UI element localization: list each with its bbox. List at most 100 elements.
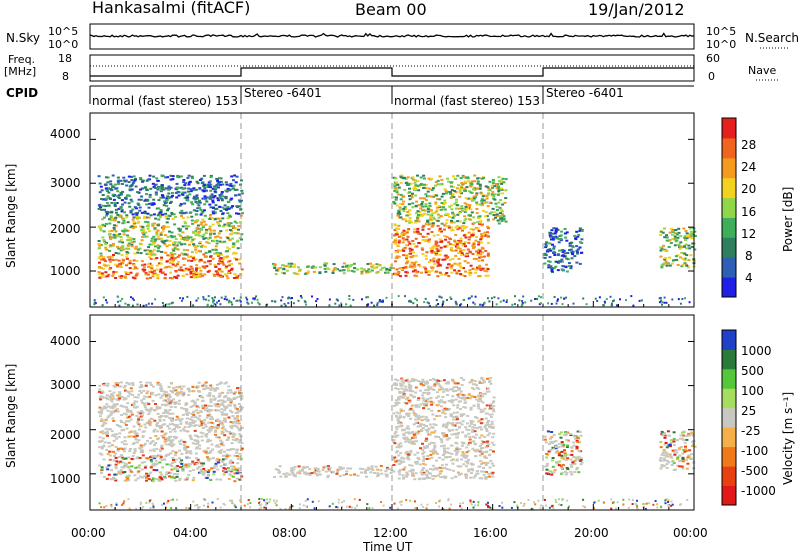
range-cell xyxy=(102,257,106,260)
range-cell xyxy=(181,193,185,196)
range-cell xyxy=(123,440,127,443)
range-cell xyxy=(500,187,503,190)
range-cell xyxy=(196,182,200,185)
range-cell xyxy=(486,387,490,390)
range-cell xyxy=(132,402,136,405)
range-cell xyxy=(114,258,118,261)
range-cell xyxy=(195,267,199,270)
range-cell xyxy=(430,269,434,272)
range-cell xyxy=(215,252,219,255)
range-cell xyxy=(220,408,224,411)
range-cell xyxy=(195,462,199,465)
range-cell xyxy=(163,409,167,412)
range-cell xyxy=(167,471,171,474)
range-cell xyxy=(446,213,450,216)
range-cell xyxy=(193,401,197,404)
range-cell xyxy=(194,452,198,455)
range-cell xyxy=(434,210,438,213)
range-cell xyxy=(187,183,191,186)
range-cell xyxy=(229,474,233,477)
range-cell xyxy=(147,413,151,416)
range-cell xyxy=(416,425,420,428)
range-cell xyxy=(191,238,195,241)
range-cell xyxy=(175,415,179,418)
range-cell xyxy=(219,236,223,239)
range-cell xyxy=(120,199,124,202)
range-cell xyxy=(128,239,132,242)
range-cell xyxy=(598,296,601,299)
range-cell xyxy=(101,198,105,201)
range-cell xyxy=(580,230,584,232)
range-cell xyxy=(201,399,205,402)
range-cell xyxy=(125,253,129,256)
range-cell xyxy=(424,187,428,190)
range-cell xyxy=(120,404,124,407)
range-cell xyxy=(115,460,119,463)
range-cell xyxy=(467,432,471,435)
range-cell xyxy=(408,247,412,250)
range-cell xyxy=(133,474,137,477)
range-cell xyxy=(192,410,196,413)
range-cell xyxy=(111,410,115,413)
range-cell xyxy=(483,302,486,305)
range-cell xyxy=(105,201,109,204)
range-cell xyxy=(223,468,227,471)
range-cell xyxy=(227,436,230,439)
range-cell xyxy=(113,205,117,208)
range-cell xyxy=(169,266,173,269)
range-cell xyxy=(167,197,171,200)
range-cell xyxy=(450,298,453,300)
range-cell xyxy=(402,468,406,471)
range-cell xyxy=(207,421,211,424)
range-cell xyxy=(104,271,108,274)
range-cell xyxy=(410,196,414,199)
range-cell xyxy=(397,422,400,425)
range-cell xyxy=(486,227,490,230)
range-cell xyxy=(156,224,160,227)
range-cell xyxy=(408,213,412,216)
range-cell xyxy=(173,257,177,260)
range-cell xyxy=(202,471,206,474)
range-cell xyxy=(275,269,279,272)
range-cell xyxy=(98,273,102,276)
range-cell xyxy=(464,245,467,248)
range-cell xyxy=(394,401,398,404)
range-cell xyxy=(464,401,468,404)
range-cell xyxy=(231,252,235,255)
range-cell xyxy=(432,257,436,260)
range-cell xyxy=(425,458,429,460)
range-cell xyxy=(112,476,115,479)
range-cell xyxy=(153,222,157,225)
range-cell xyxy=(409,182,413,185)
range-cell xyxy=(211,210,215,213)
range-cell xyxy=(479,460,483,463)
range-cell xyxy=(401,248,405,251)
range-cell xyxy=(484,185,488,188)
range-cell xyxy=(108,233,112,235)
range-cell xyxy=(98,406,102,409)
range-cell xyxy=(683,257,687,260)
range-cell xyxy=(106,181,110,184)
range-cell xyxy=(217,436,221,439)
range-cell xyxy=(183,196,187,199)
range-cell xyxy=(492,464,496,467)
range-cell xyxy=(185,227,189,230)
range-cell xyxy=(189,188,193,191)
range-cell xyxy=(206,438,210,441)
range-cell xyxy=(424,205,428,208)
range-cell xyxy=(448,437,451,440)
range-cell xyxy=(471,447,475,450)
range-cell xyxy=(171,423,175,426)
range-cell xyxy=(380,300,383,303)
range-cell xyxy=(163,433,167,436)
range-cell xyxy=(103,441,107,444)
range-cell xyxy=(450,221,454,224)
range-cell xyxy=(456,411,459,414)
range-cell xyxy=(202,467,206,470)
range-cell xyxy=(144,231,148,234)
range-cell xyxy=(100,198,104,200)
range-cell xyxy=(221,458,225,461)
range-cell xyxy=(582,297,585,300)
range-cell xyxy=(558,249,561,252)
range-cell xyxy=(217,409,221,412)
